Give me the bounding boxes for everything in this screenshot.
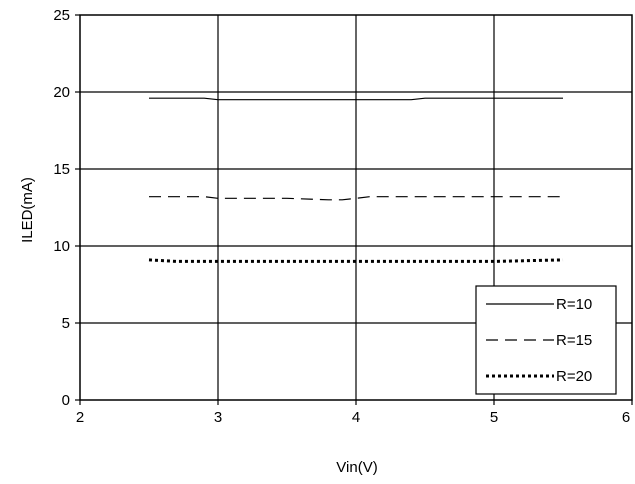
y-tick-label: 15 — [53, 161, 70, 178]
plot-area — [79, 14, 633, 401]
legend-label: R=15 — [556, 332, 592, 349]
x-tick-label: 6 — [622, 409, 630, 426]
x-tick-label: 5 — [490, 409, 498, 426]
y-tick-label: 0 — [62, 392, 70, 409]
y-tick-label: 10 — [53, 238, 70, 255]
x-tick-label: 3 — [214, 409, 222, 426]
x-tick-label: 2 — [76, 409, 84, 426]
series-line-r-10 — [149, 97, 563, 101]
y-tick-label: 20 — [53, 84, 70, 101]
legend-label: R=20 — [556, 368, 592, 385]
x-tick-label: 4 — [352, 409, 360, 426]
y-tick-label: 5 — [62, 315, 70, 332]
legend-label: R=10 — [556, 296, 592, 313]
x-axis-title: Vin(V) — [336, 459, 377, 476]
y-axis-title: ILED(mA) — [19, 177, 36, 243]
y-tick-label: 25 — [53, 7, 70, 24]
series-line-r-15 — [149, 196, 563, 201]
series-layer — [148, 97, 564, 263]
legend: R=10 R=15 R=20 — [475, 285, 617, 395]
tick-labels: 2 3 4 5 6 0 5 10 15 20 25 — [53, 7, 630, 426]
